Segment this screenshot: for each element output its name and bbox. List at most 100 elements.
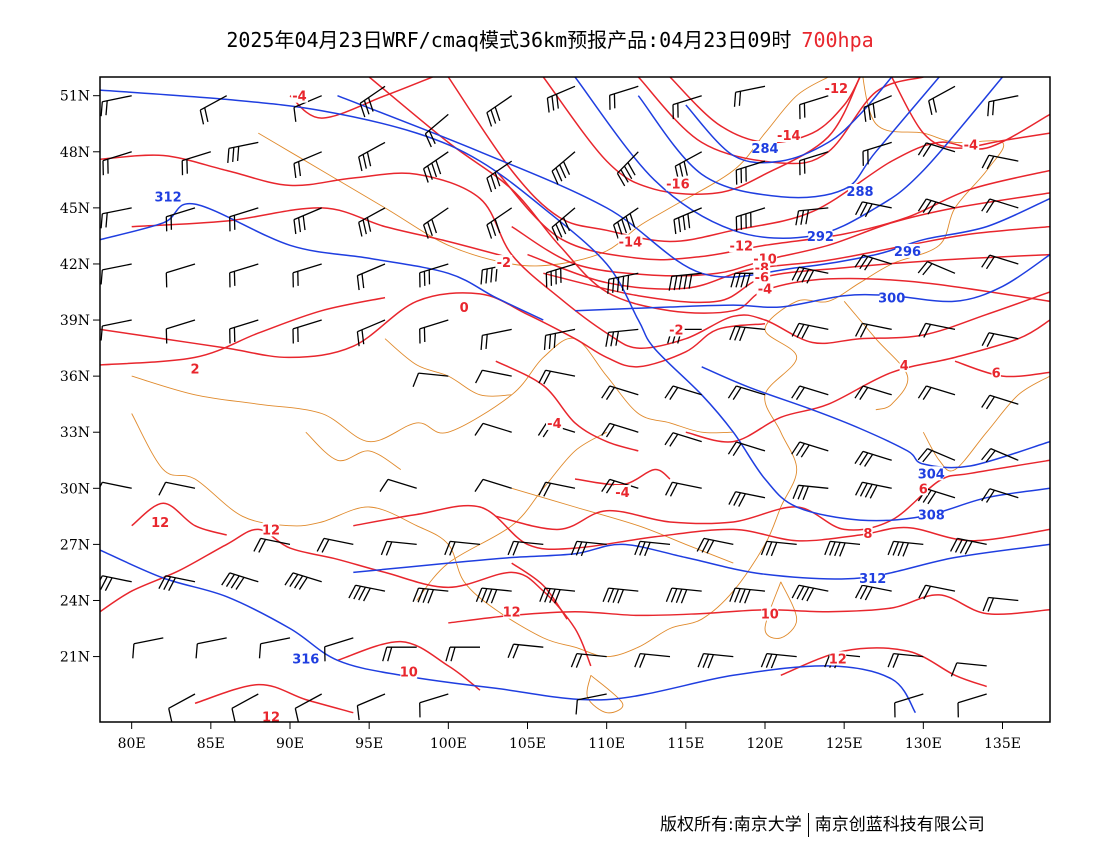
border-line	[586, 674, 624, 714]
wind-barb	[292, 263, 322, 288]
wind-barb-staff	[799, 441, 829, 452]
wind-barb	[551, 151, 576, 185]
wind-barb-feather	[548, 334, 552, 349]
wind-barb-staff	[387, 478, 417, 489]
wind-barb-feather	[834, 542, 841, 557]
height-label: 284	[751, 142, 778, 157]
wind-barb-feather	[605, 332, 610, 347]
temperature-label-backdrop	[614, 485, 631, 499]
wind-barb-feather	[740, 273, 746, 288]
wind-barb	[181, 151, 211, 176]
height-label-backdrop	[752, 141, 778, 155]
wind-barb-staff	[926, 488, 956, 499]
wind-barb	[728, 491, 766, 507]
wind-barb-staff	[703, 537, 734, 546]
temperature-label-backdrop	[962, 137, 980, 152]
wind-barb	[293, 207, 322, 235]
wind-barb	[730, 272, 765, 288]
wind-barb-staff	[324, 637, 354, 648]
wind-barb-feather	[805, 209, 810, 225]
temperature-contour	[511, 562, 568, 620]
temperature-label: 4	[900, 359, 909, 374]
temperature-label: -2	[669, 323, 683, 338]
wind-barb-feather	[859, 387, 869, 400]
wind-barb-feather	[959, 540, 968, 554]
wind-barb	[444, 540, 481, 556]
temperature-label-backdrop	[776, 128, 801, 142]
wind-barb-feather	[480, 269, 483, 285]
wind-barb-feather	[735, 273, 741, 288]
wind-barb-feather	[168, 708, 173, 722]
wind-barb	[855, 201, 892, 218]
wind-barb-feather	[235, 576, 245, 590]
wind-barb	[854, 450, 892, 467]
border-line	[843, 301, 909, 411]
wind-barb-feather	[986, 155, 995, 170]
wind-barb-feather	[854, 385, 864, 399]
wind-barb-staff	[545, 369, 576, 377]
wind-barb-feather	[486, 224, 493, 239]
wind-barb-feather	[617, 589, 625, 604]
wind-barb	[538, 481, 576, 497]
height-label: 300	[878, 292, 905, 307]
wind-barb	[480, 328, 512, 350]
wind-barb-feather	[480, 335, 483, 350]
wind-barb-feather	[353, 585, 362, 600]
temperature-label-backdrop	[918, 481, 928, 496]
wind-barb	[917, 385, 956, 400]
temperature-contour	[100, 154, 1050, 349]
temperature-label: -4	[615, 486, 629, 501]
wind-barb-feather	[100, 213, 103, 229]
map-frame	[99, 76, 1051, 723]
wind-barb	[616, 151, 639, 187]
wind-barb-feather	[553, 333, 557, 348]
wind-barb-feather	[855, 584, 863, 599]
lat-tick-label: 21N	[60, 650, 90, 666]
wind-barb-feather	[696, 538, 705, 552]
wind-barb	[697, 652, 734, 669]
wind-barb-feather	[100, 482, 103, 489]
wind-barb-feather	[105, 100, 108, 116]
wind-barb-staff	[166, 207, 196, 218]
wind-barb	[607, 272, 639, 294]
wind-barb-feather	[728, 491, 737, 505]
wind-barb-feather	[795, 387, 805, 400]
wind-barb	[855, 481, 892, 499]
wind-barb-feather	[495, 266, 498, 282]
lon-tick-label: 115E	[667, 736, 704, 752]
wind-barb-feather	[294, 575, 304, 589]
wind-barb	[316, 537, 354, 553]
temperature-label-backdrop	[753, 270, 771, 284]
wind-barb-feather	[801, 325, 810, 339]
wind-barb	[605, 328, 639, 347]
wind-barb-feather	[732, 387, 742, 400]
wind-barb-feather	[321, 539, 330, 553]
wind-barb	[854, 385, 892, 400]
lon-tick-label: 120E	[747, 736, 784, 752]
wind-barb-feather	[100, 101, 103, 117]
wind-barb-feather	[474, 479, 484, 492]
temperature-label: -12	[825, 82, 849, 97]
height-contour	[337, 95, 1050, 278]
wind-barb	[546, 85, 576, 113]
wind-barb-staff	[102, 95, 132, 103]
wind-barb	[729, 587, 766, 604]
wind-barb-feather	[795, 443, 805, 457]
wind-barb	[665, 587, 702, 604]
temperature-label-backdrop	[546, 415, 563, 430]
wind-barb	[917, 198, 956, 215]
wind-barb-feather	[366, 217, 372, 232]
wind-barb	[412, 372, 449, 387]
temperature-label-backdrop	[829, 651, 847, 666]
lon-tick-label: 80E	[118, 736, 146, 752]
wind-barb-feather	[610, 331, 615, 347]
wind-barb-feather	[293, 219, 297, 235]
wind-barb-feather	[917, 385, 927, 399]
wind-barb-feather	[348, 584, 357, 599]
temperature-contour	[100, 292, 766, 368]
wind-barb-feather	[543, 370, 552, 385]
temperature-contour	[100, 296, 386, 366]
temperature-label-backdrop	[190, 361, 200, 376]
temperature-label: -2	[497, 256, 511, 271]
